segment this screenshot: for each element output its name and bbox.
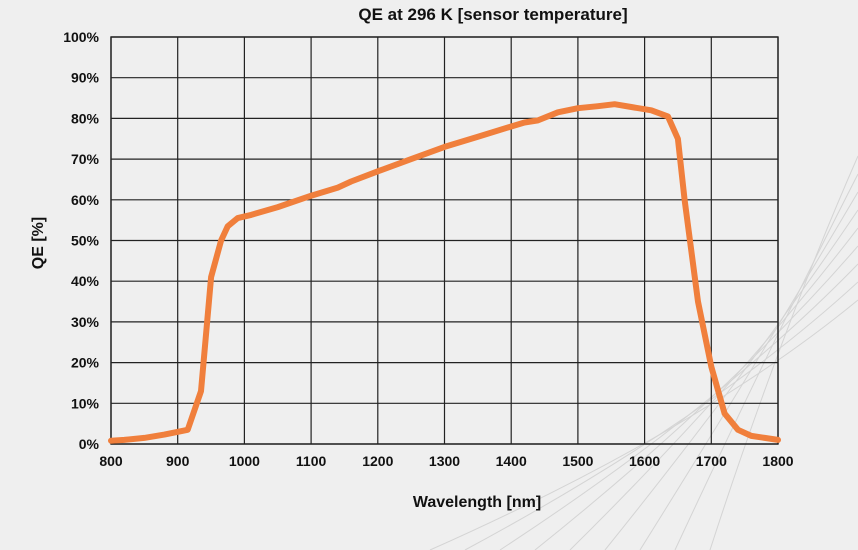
decoration-arc [569,227,858,550]
y-tick-label: 0% [79,436,100,452]
y-tick-label: 70% [71,151,100,167]
x-tick-label: 800 [99,453,123,469]
decoration-arc [639,191,858,550]
y-tick-label: 100% [63,29,99,45]
chart-title: QE at 296 K [sensor temperature] [358,5,627,24]
decoration-arc [674,173,858,550]
x-tick-label: 1500 [562,453,593,469]
x-tick-label: 900 [166,453,190,469]
y-tick-label: 30% [71,314,100,330]
x-axis-label: Wavelength [nm] [413,494,541,511]
y-tick-label: 50% [71,233,100,249]
decoration-arc [709,155,858,550]
decoration-arc [604,209,858,550]
x-tick-label: 1100 [296,453,327,469]
y-tick-labels: 0% 10% 20% 30% 40% 50% 60% 70% 80% 90% 100% [63,29,99,452]
x-tick-label: 1000 [229,453,260,469]
y-tick-label: 80% [71,110,100,126]
x-tick-label: 1700 [696,453,727,469]
background-decoration [429,155,858,550]
decoration-arc [499,263,858,550]
y-tick-label: 10% [71,395,100,411]
decoration-arc [534,245,858,550]
x-tick-label: 1600 [629,453,660,469]
y-tick-label: 40% [71,273,100,289]
x-tick-labels: 800 900 1000 1100 1200 1300 1400 1500 1600 1700 18… [99,453,793,469]
plot-frame [110,36,779,445]
y-axis-label: QE [%] [30,217,47,269]
y-tick-label: 90% [71,70,100,86]
y-tick-label: 20% [71,355,100,371]
qe-series-line [108,101,781,444]
x-tick-label: 1800 [762,453,793,469]
y-tick-label: 60% [71,192,100,208]
decoration-arc [429,299,858,550]
x-tick-label: 1200 [362,453,393,469]
x-tick-label: 1400 [496,453,527,469]
x-tick-label: 1300 [429,453,460,469]
